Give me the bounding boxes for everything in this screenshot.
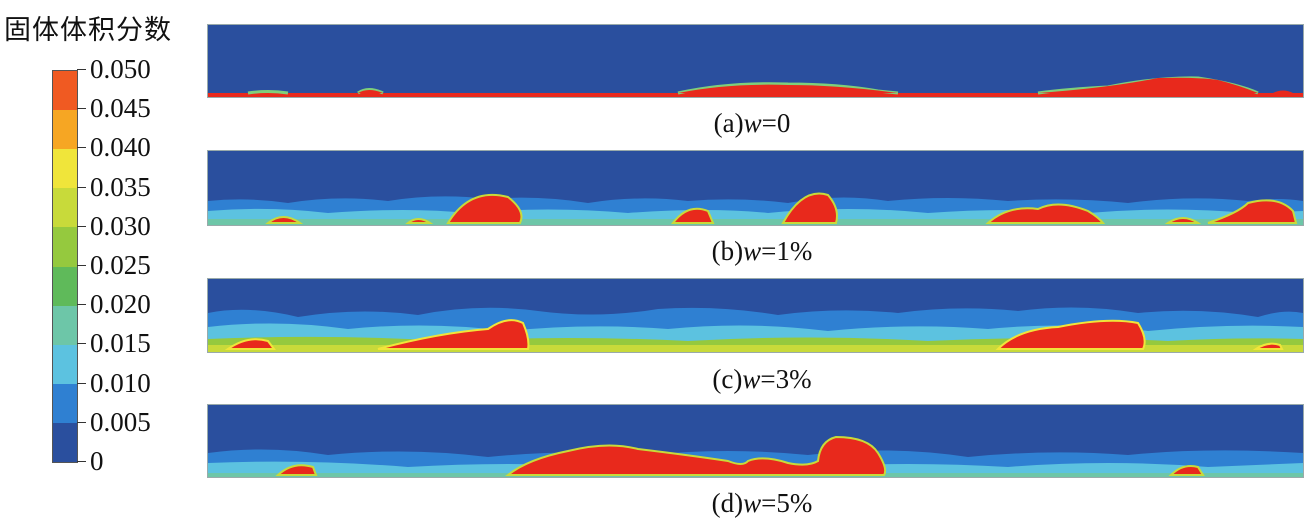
colorbar-segment: [53, 305, 77, 345]
colorbar: [52, 70, 78, 463]
colorbar-tick-label: 0.045: [77, 93, 151, 123]
colorbar-segment: [53, 188, 77, 228]
contour-panel-a: [207, 24, 1304, 98]
colorbar-segment: [53, 149, 77, 189]
panel-caption-d: (d)w=5%: [711, 488, 813, 518]
colorbar-tick-label: 0.035: [77, 172, 151, 202]
colorbar-segment: [53, 227, 77, 267]
colorbar-segment: [53, 266, 77, 306]
colorbar-segment: [53, 71, 77, 111]
colorbar-segment: [53, 422, 77, 462]
colorbar-tick-label: 0.050: [77, 54, 151, 84]
colorbar-segment: [53, 344, 77, 384]
colorbar-tick-label: 0: [77, 446, 104, 476]
contour-panel-d: [207, 404, 1304, 478]
colorbar-tick-label: 0.040: [77, 132, 151, 162]
legend-title: 固体体积分数: [4, 15, 172, 46]
panel-caption-b: (b)w=1%: [711, 236, 813, 266]
contour-panel-c: [207, 278, 1304, 353]
panel-caption-a: (a)w=0: [713, 108, 791, 138]
colorbar-tick-label: 0.030: [77, 211, 151, 241]
colorbar-tick-label: 0.020: [77, 289, 151, 319]
colorbar-segment: [53, 383, 77, 423]
colorbar-tick-label: 0.025: [77, 250, 151, 280]
panel-caption-c: (c)w=3%: [712, 364, 812, 394]
contour-panel-b: [207, 150, 1304, 226]
colorbar-segment: [53, 110, 77, 150]
colorbar-tick-label: 0.005: [77, 407, 151, 437]
colorbar-tick-label: 0.015: [77, 328, 151, 358]
colorbar-tick-label: 0.010: [77, 368, 151, 398]
